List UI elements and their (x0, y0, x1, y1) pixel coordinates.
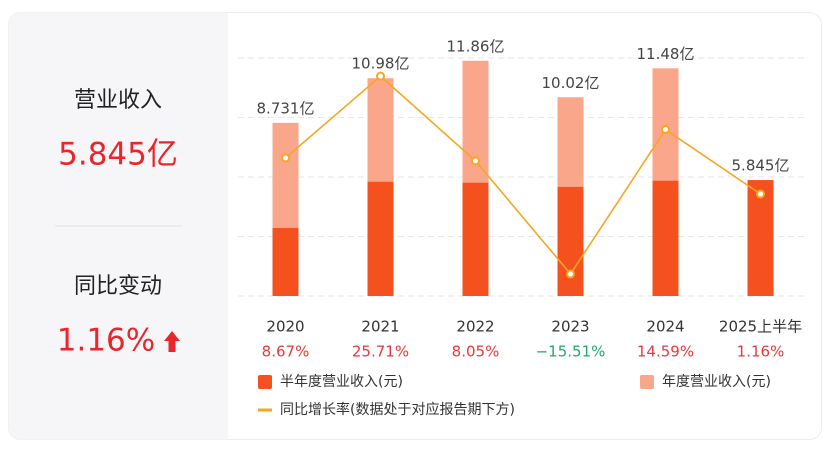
change-value: 1.16% (57, 323, 155, 359)
growth-label: −15.51% (536, 343, 606, 361)
value-label: 8.731亿 (257, 99, 315, 117)
growth-label: 8.67% (262, 343, 310, 361)
value-label: 10.98亿 (352, 55, 410, 73)
growth-label: 14.59% (637, 343, 694, 361)
growth-point (661, 125, 670, 135)
value-label: 11.86亿 (447, 37, 505, 55)
legend-swatch (640, 375, 654, 389)
growth-label: 25.71% (352, 343, 409, 361)
bar (652, 180, 679, 296)
value-label: 5.845亿 (732, 157, 790, 175)
growth-point (471, 156, 480, 166)
x-tick-label: 2020 (266, 318, 304, 336)
bar (462, 182, 489, 296)
revenue-label: 营业收入 (74, 88, 162, 113)
legend-label: 年度营业收入(元) (662, 374, 771, 390)
growth-line (284, 75, 761, 276)
growth-label: 1.16% (737, 343, 785, 361)
up-arrow (164, 331, 180, 352)
x-tick-label: 2022 (456, 318, 494, 336)
legend-label: 半年度营业收入(元) (280, 374, 403, 390)
growth-point (281, 153, 290, 163)
bar (747, 180, 774, 296)
growth-label: 8.05% (452, 343, 500, 361)
value-label: 10.02亿 (542, 74, 600, 92)
legend-swatch (258, 375, 272, 389)
x-tick-label: 2025上半年 (719, 318, 802, 336)
growth-point (566, 269, 575, 279)
bar (367, 181, 394, 296)
growth-point (376, 71, 385, 81)
legend-label: 同比增长率(数据处于对应报告期下方) (280, 401, 515, 418)
revenue-value: 5.845亿 (58, 137, 178, 173)
value-label: 11.48亿 (637, 45, 695, 63)
change-label: 同比变动 (74, 274, 162, 299)
growth-point (756, 189, 765, 199)
bar (272, 227, 299, 296)
x-tick-label: 2024 (646, 318, 684, 336)
bar (557, 186, 584, 296)
x-tick-label: 2021 (361, 318, 399, 336)
x-tick-label: 2023 (551, 318, 589, 336)
